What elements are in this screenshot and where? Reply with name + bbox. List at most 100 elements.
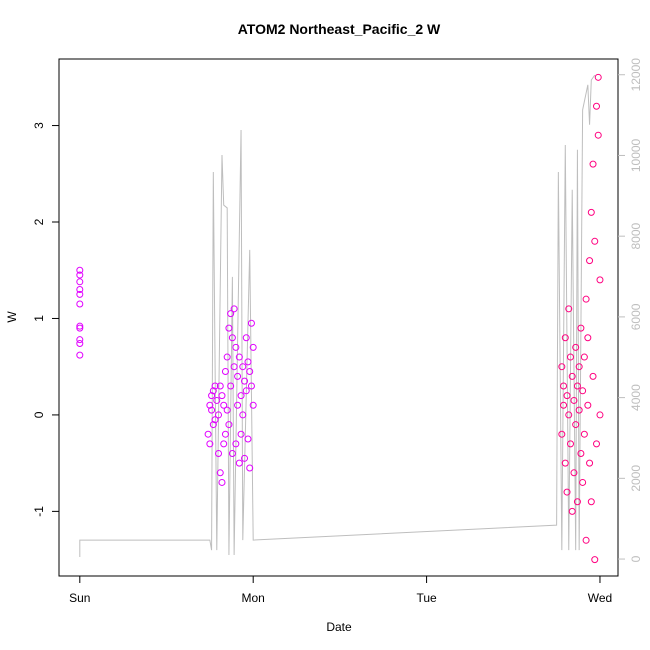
y2-tick-label: 12000 xyxy=(629,58,643,92)
point xyxy=(228,334,236,342)
point xyxy=(247,382,255,390)
point xyxy=(565,305,573,313)
point xyxy=(220,440,228,448)
point xyxy=(577,450,585,458)
point xyxy=(223,406,231,414)
y2-tick-label: 8000 xyxy=(629,223,643,250)
line xyxy=(79,74,596,558)
point xyxy=(563,488,571,496)
y2-tick-label: 0 xyxy=(629,555,643,562)
point xyxy=(232,343,240,351)
point xyxy=(230,363,238,371)
point xyxy=(584,401,592,409)
point xyxy=(215,411,223,419)
point xyxy=(221,368,229,376)
point xyxy=(76,286,84,294)
point xyxy=(235,459,243,467)
y-tick-label: 3 xyxy=(32,122,46,129)
y-tick-label: 1 xyxy=(32,315,46,322)
point xyxy=(227,310,235,318)
point xyxy=(560,382,568,390)
point xyxy=(584,334,592,342)
point xyxy=(565,411,573,419)
point xyxy=(593,102,600,110)
point xyxy=(244,358,252,366)
point xyxy=(206,401,214,409)
point xyxy=(218,478,226,486)
point xyxy=(558,430,566,438)
point xyxy=(239,411,247,419)
point xyxy=(572,343,580,351)
point xyxy=(225,324,233,332)
point xyxy=(591,237,599,245)
point xyxy=(76,336,84,344)
chart-title: ATOM2 Northeast_Pacific_2 W xyxy=(238,21,441,37)
point xyxy=(237,430,245,438)
point xyxy=(76,278,84,286)
y-tick-label: -1 xyxy=(32,506,46,517)
point xyxy=(244,435,252,443)
y2-tick-label: 4000 xyxy=(629,384,643,411)
point xyxy=(563,392,571,400)
point xyxy=(76,351,84,359)
point xyxy=(213,396,221,404)
point xyxy=(579,387,587,395)
point xyxy=(76,300,84,308)
point xyxy=(225,421,233,429)
point xyxy=(246,368,254,376)
point xyxy=(76,324,84,332)
point xyxy=(215,450,223,458)
point xyxy=(220,401,228,409)
point xyxy=(582,295,590,303)
point xyxy=(237,392,245,400)
point xyxy=(575,363,583,371)
point xyxy=(76,322,84,330)
point xyxy=(208,392,216,400)
point xyxy=(206,440,214,448)
point xyxy=(241,454,249,462)
point xyxy=(577,324,585,332)
point xyxy=(580,353,588,361)
point xyxy=(594,73,602,81)
point xyxy=(242,334,250,342)
x-axis-label: Date xyxy=(326,620,352,634)
x-tick-label: Tue xyxy=(416,591,437,605)
point xyxy=(596,411,604,419)
point xyxy=(596,276,604,284)
point xyxy=(239,363,247,371)
point xyxy=(228,450,236,458)
point xyxy=(204,430,212,438)
point xyxy=(570,469,578,477)
point xyxy=(223,353,231,361)
point xyxy=(572,421,580,429)
x-tick-label: Wed xyxy=(588,591,612,605)
point xyxy=(216,469,224,477)
point xyxy=(247,319,255,327)
point xyxy=(561,459,569,467)
point xyxy=(591,556,599,564)
point xyxy=(579,478,587,486)
point xyxy=(561,334,569,342)
point xyxy=(209,387,217,395)
point xyxy=(235,353,243,361)
x-tick-label: Sun xyxy=(69,591,90,605)
point xyxy=(573,382,581,390)
point xyxy=(211,382,219,390)
point xyxy=(76,271,84,279)
point xyxy=(209,421,217,429)
point xyxy=(76,266,84,274)
point xyxy=(230,305,238,313)
point xyxy=(594,131,602,139)
point xyxy=(586,257,594,265)
point xyxy=(589,160,597,168)
point xyxy=(246,464,254,472)
y-tick-label: 2 xyxy=(32,218,46,225)
point xyxy=(216,382,224,390)
point xyxy=(570,396,578,404)
point xyxy=(76,340,84,348)
point xyxy=(568,507,576,515)
point xyxy=(586,459,594,467)
point xyxy=(208,406,216,414)
y2-tick-label: 2000 xyxy=(629,465,643,492)
